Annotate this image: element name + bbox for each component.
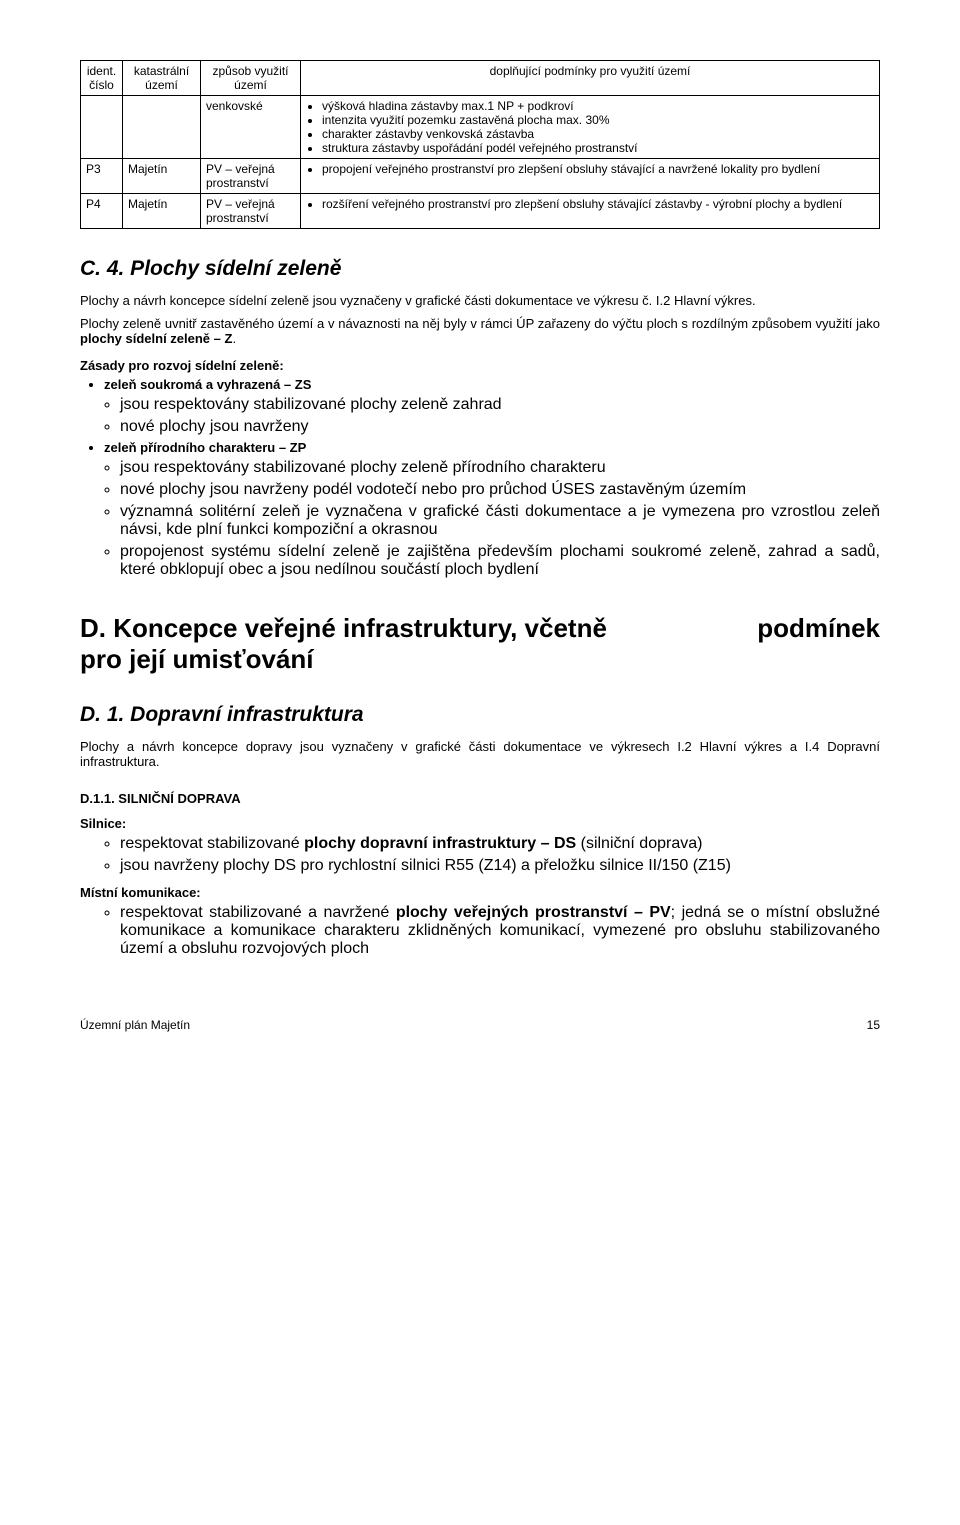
footer-pagenum: 15	[867, 1018, 880, 1032]
cond-list: propojení veřejného prostranství pro zle…	[306, 162, 874, 176]
cond-item: intenzita využití pozemku zastavěná ploc…	[322, 113, 874, 127]
table-row: venkovské výšková hladina zástavby max.1…	[81, 96, 880, 159]
cond-item: propojení veřejného prostranství pro zle…	[322, 162, 874, 176]
cell-ident: P3	[81, 159, 123, 194]
cond-item: rozšíření veřejného prostranství pro zle…	[322, 197, 874, 211]
zasady-item-zp: zeleň přírodního charakteru – ZP	[104, 440, 880, 455]
zp-sub-item: významná solitérní zeleň je vyznačena v …	[120, 503, 880, 539]
cell-cond: výšková hladina zástavby max.1 NP + podk…	[301, 96, 880, 159]
c4-para1: Plochy a návrh koncepce sídelní zeleně j…	[80, 293, 880, 308]
cond-item: výšková hladina zástavby max.1 NP + podk…	[322, 99, 874, 113]
zasady-list: zeleň soukromá a vyhrazená – ZS	[80, 377, 880, 392]
zasady-list: zeleň přírodního charakteru – ZP	[80, 440, 880, 455]
silnice-item1-c: (silniční doprava)	[576, 835, 702, 852]
cell-ident: P4	[81, 194, 123, 229]
cell-ident	[81, 96, 123, 159]
zs-sub-item: nové plochy jsou navrženy	[120, 418, 880, 436]
mistni-item1-a: respektovat stabilizované a navržené	[120, 904, 396, 921]
th-zpusob: způsob využití území	[201, 61, 301, 96]
cell-cond: rozšíření veřejného prostranství pro zle…	[301, 194, 880, 229]
page-footer: Územní plán Majetín 15	[80, 1018, 880, 1032]
heading-c4: C. 4. Plochy sídelní zeleně	[80, 257, 880, 281]
th-kat: katastrální území	[123, 61, 201, 96]
cond-item: struktura zástavby uspořádání podél veře…	[322, 141, 874, 155]
silnice-item: respektovat stabilizované plochy dopravn…	[120, 835, 880, 853]
mistni-item: respektovat stabilizované a navržené plo…	[120, 904, 880, 958]
heading-d-line2: pro její umisťování	[80, 644, 314, 674]
cell-kat	[123, 96, 201, 159]
silnice-item1-b: plochy dopravní infrastruktury – DS	[304, 835, 576, 852]
mistni-list: respektovat stabilizované a navržené plo…	[80, 904, 880, 958]
cell-kat: Majetín	[123, 159, 201, 194]
silnice-label: Silnice:	[80, 816, 880, 831]
zasady-heading: Zásady pro rozvoj sídelní zeleně:	[80, 358, 880, 373]
heading-d: D. Koncepce veřejné infrastruktury, včet…	[80, 613, 880, 675]
cell-zpusob: PV – veřejná prostranství	[201, 159, 301, 194]
cell-kat: Majetín	[123, 194, 201, 229]
cond-list: rozšíření veřejného prostranství pro zle…	[306, 197, 874, 211]
page: ident. číslo katastrální území způsob vy…	[0, 0, 960, 1072]
zp-sub-item: propojenost systému sídelní zeleně je za…	[120, 543, 880, 579]
conditions-table: ident. číslo katastrální území způsob vy…	[80, 60, 880, 229]
silnice-item1-a: respektovat stabilizované	[120, 835, 304, 852]
table-row: P4 Majetín PV – veřejná prostranství roz…	[81, 194, 880, 229]
cond-list: výšková hladina zástavby max.1 NP + podk…	[306, 99, 874, 155]
zp-sub-item: nové plochy jsou navrženy podél vodotečí…	[120, 481, 880, 499]
zp-sublist: jsou respektovány stabilizované plochy z…	[80, 459, 880, 579]
silnice-list: respektovat stabilizované plochy dopravn…	[80, 835, 880, 875]
zs-sublist: jsou respektovány stabilizované plochy z…	[80, 396, 880, 436]
c4-para2-b: plochy sídelní zeleně – Z	[80, 331, 232, 346]
heading-d11: D.1.1. SILNIČNÍ DOPRAVA	[80, 791, 880, 806]
mistni-item1-b: plochy veřejných prostranství – PV	[396, 904, 671, 921]
th-cond: doplňující podmínky pro využití území	[301, 61, 880, 96]
heading-d1: D. 1. Dopravní infrastruktura	[80, 703, 880, 727]
table-row: P3 Majetín PV – veřejná prostranství pro…	[81, 159, 880, 194]
cell-cond: propojení veřejného prostranství pro zle…	[301, 159, 880, 194]
heading-d-right: podmínek	[757, 613, 880, 644]
c4-para2-a: Plochy zeleně uvnitř zastavěného území a…	[80, 316, 880, 331]
cond-item: charakter zástavby venkovská zástavba	[322, 127, 874, 141]
th-ident: ident. číslo	[81, 61, 123, 96]
c4-para2: Plochy zeleně uvnitř zastavěného území a…	[80, 316, 880, 346]
cell-zpusob: venkovské	[201, 96, 301, 159]
cell-zpusob: PV – veřejná prostranství	[201, 194, 301, 229]
zasady-item-zs: zeleň soukromá a vyhrazená – ZS	[104, 377, 880, 392]
heading-d-left: D. Koncepce veřejné infrastruktury, včet…	[80, 613, 607, 644]
mistni-label: Místní komunikace:	[80, 885, 880, 900]
zs-sub-item: jsou respektovány stabilizované plochy z…	[120, 396, 880, 414]
zp-sub-item: jsou respektovány stabilizované plochy z…	[120, 459, 880, 477]
table-header-row: ident. číslo katastrální území způsob vy…	[81, 61, 880, 96]
c4-para2-c: .	[232, 331, 236, 346]
d1-para: Plochy a návrh koncepce dopravy jsou vyz…	[80, 739, 880, 769]
silnice-item: jsou navrženy plochy DS pro rychlostní s…	[120, 857, 880, 875]
footer-title: Územní plán Majetín	[80, 1018, 190, 1032]
